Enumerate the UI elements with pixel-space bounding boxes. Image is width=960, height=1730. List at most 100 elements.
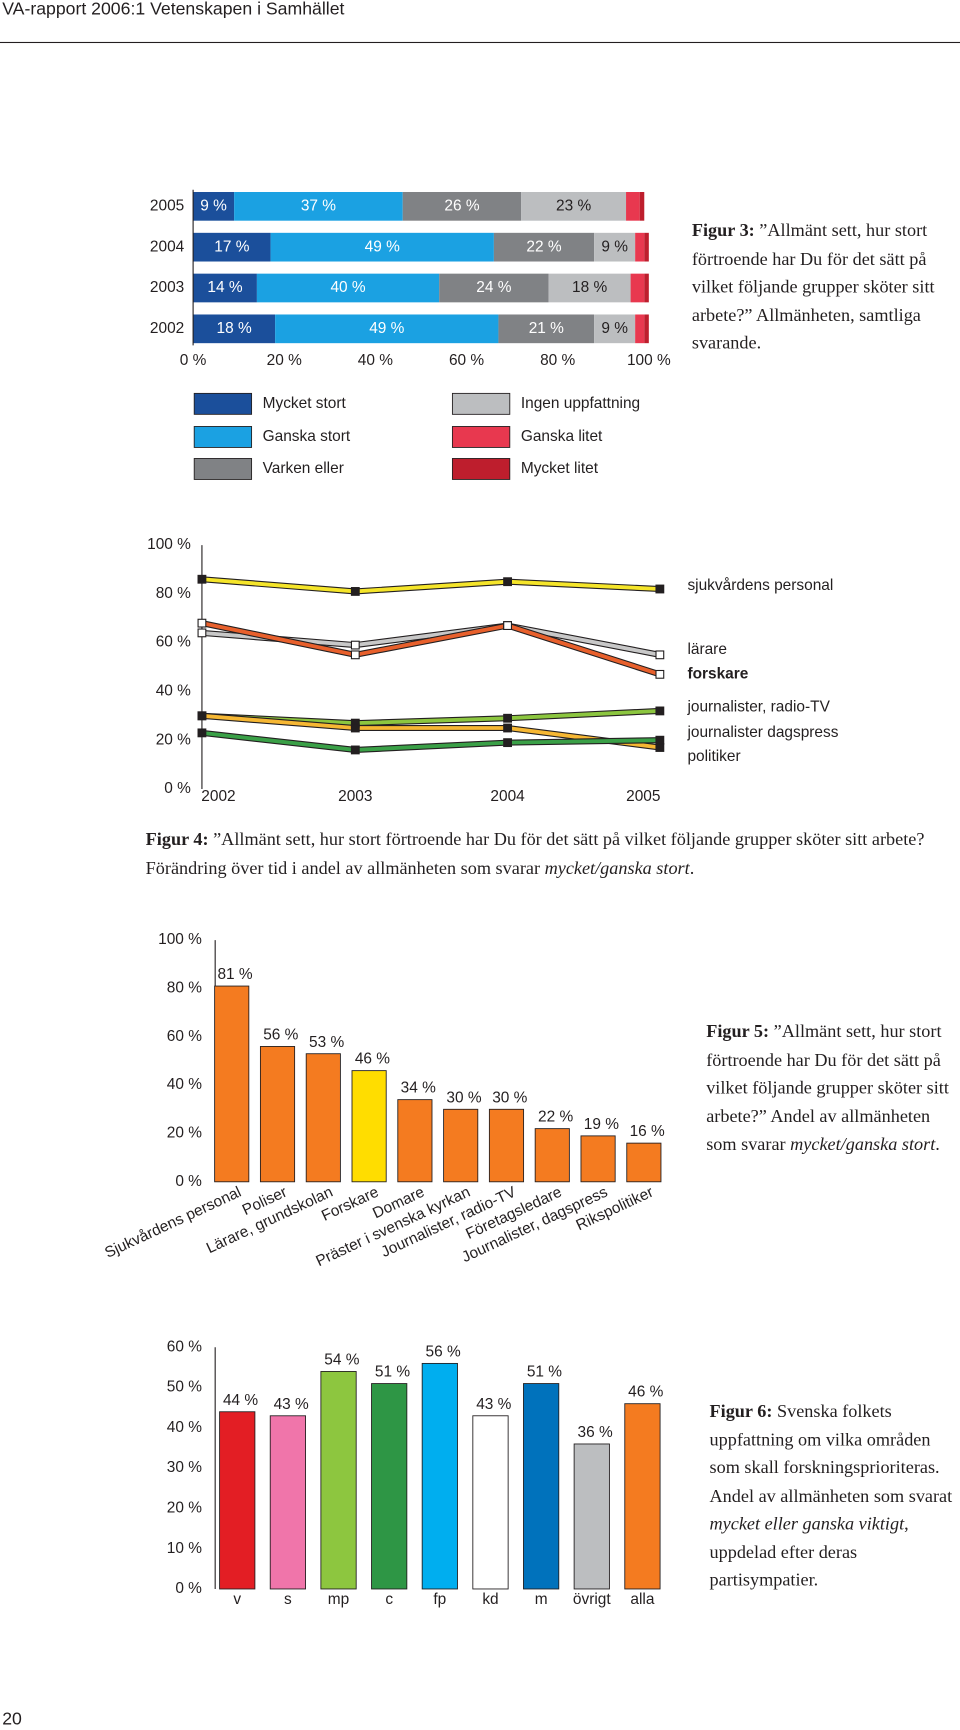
- legend-swatch: [193, 426, 253, 448]
- bar: [624, 1403, 661, 1590]
- data-label: 34 %: [401, 1080, 436, 1097]
- data-label: 23 %: [556, 197, 591, 214]
- bar-segment: [548, 273, 631, 303]
- line-marker: [503, 577, 513, 587]
- x-tick-label: 60 %: [449, 352, 484, 369]
- y-tick-label: 2004: [150, 238, 185, 255]
- line-marker: [350, 723, 360, 733]
- bar: [351, 1070, 387, 1183]
- series-label: politiker: [687, 748, 740, 765]
- line-marker: [197, 618, 207, 628]
- bar-segment: [630, 273, 645, 303]
- line-marker: [197, 728, 207, 738]
- caption-text: ”Allmänt sett, hur stort förtroende har …: [706, 1020, 949, 1155]
- data-label: 46 %: [355, 1051, 390, 1068]
- data-label: 9 %: [601, 320, 628, 337]
- bar-segment: [270, 232, 494, 262]
- data-label: 51 %: [375, 1364, 410, 1381]
- x-tick-label: s: [284, 1591, 292, 1608]
- line-marker: [503, 723, 513, 733]
- x-tick-label: kd: [482, 1591, 498, 1608]
- data-label: 9 %: [200, 197, 227, 214]
- x-tick-label: v: [233, 1591, 241, 1608]
- line-marker: [503, 713, 513, 723]
- data-label: 18 %: [217, 320, 252, 337]
- bar: [269, 1415, 306, 1590]
- line: [201, 577, 660, 594]
- data-label: 16 %: [630, 1123, 665, 1140]
- y-tick-label: 10 %: [167, 1540, 202, 1557]
- legend-label: Varken eller: [263, 460, 344, 477]
- data-label: 54 %: [324, 1352, 359, 1369]
- x-tick-label: 2004: [490, 788, 525, 805]
- bar-segment: [639, 192, 645, 221]
- y-tick-label: 0 %: [164, 780, 191, 797]
- x-tick-label: 2005: [626, 788, 660, 805]
- line-marker: [503, 621, 513, 630]
- bar-segment: [594, 232, 636, 262]
- data-label: 17 %: [214, 238, 249, 255]
- x-tick-label: 40 %: [358, 352, 393, 369]
- data-label: 40 %: [330, 279, 365, 296]
- bar: [626, 1142, 662, 1183]
- data-label: 18 %: [572, 279, 607, 296]
- bar: [320, 1371, 357, 1590]
- caption-label: Figur 6:: [709, 1400, 773, 1422]
- caption-emphasis: mycket/ganska stort: [790, 1133, 936, 1155]
- line-casing: [201, 620, 661, 678]
- series-label: journalister dagspress: [686, 724, 838, 741]
- bar-segment: [193, 192, 235, 221]
- y-tick-label: 60 %: [167, 1338, 202, 1355]
- line-marker: [503, 738, 513, 748]
- caption-text: .: [935, 1133, 940, 1155]
- bar-segment: [493, 232, 595, 262]
- x-tick-label: mp: [328, 1591, 349, 1608]
- legend-swatch: [451, 458, 511, 480]
- legend-swatch: [451, 392, 511, 415]
- line-marker: [655, 584, 665, 594]
- y-tick-label: 40 %: [167, 1419, 202, 1436]
- caption-text: .: [689, 856, 695, 878]
- data-label: 37 %: [301, 197, 336, 214]
- line-marker: [655, 743, 665, 752]
- line-marker: [197, 574, 207, 584]
- bar-segment: [498, 314, 595, 344]
- running-header: VA-rapport 2006:1 Vetenskapen i Samhälle…: [2, 0, 345, 19]
- data-label: 36 %: [577, 1424, 612, 1441]
- line: [201, 621, 661, 677]
- caption-text: Svenska folkets uppfattning om vilka omr…: [709, 1400, 953, 1506]
- bar: [580, 1135, 616, 1183]
- data-label: 49 %: [365, 238, 400, 255]
- data-label: 43 %: [476, 1396, 511, 1413]
- x-tick-label: 80 %: [540, 352, 575, 369]
- bar-segment: [193, 232, 271, 262]
- bar-segment: [275, 314, 499, 344]
- bar-segment: [644, 314, 649, 344]
- data-label: 51 %: [527, 1364, 562, 1381]
- y-tick-label: 2002: [150, 320, 184, 337]
- data-label: 44 %: [223, 1392, 258, 1409]
- data-label: 56 %: [426, 1343, 461, 1360]
- data-label: 46 %: [628, 1384, 663, 1401]
- y-tick-label: 30 %: [167, 1459, 202, 1476]
- x-tick-label: 2003: [338, 788, 372, 805]
- legend-label: Mycket stort: [263, 395, 347, 412]
- x-tick-label: c: [385, 1591, 393, 1608]
- bar: [523, 1383, 560, 1590]
- series-label: lärare: [687, 641, 726, 658]
- caption-text: ”Allmänt sett, hur stort förtroende har …: [691, 219, 935, 354]
- y-tick-label: 80 %: [156, 585, 191, 602]
- legend-label: Ganska stort: [263, 428, 351, 445]
- y-tick-label: 2003: [150, 279, 184, 296]
- bar-segment: [635, 314, 645, 344]
- legend-label: Mycket litet: [521, 460, 599, 477]
- x-tick-label: övrigt: [573, 1591, 611, 1608]
- data-label: 19 %: [584, 1116, 619, 1133]
- line: [201, 713, 661, 750]
- y-tick-label: 0 %: [175, 1580, 202, 1597]
- data-label: 21 %: [529, 320, 564, 337]
- x-tick-label: 20 %: [267, 352, 302, 369]
- x-tick-label: 100 %: [627, 352, 671, 369]
- bar: [259, 1046, 296, 1183]
